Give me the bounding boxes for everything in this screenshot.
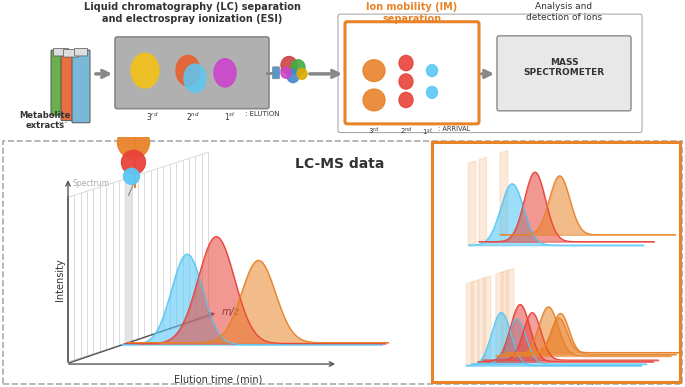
FancyBboxPatch shape xyxy=(497,36,631,111)
Text: 1$^{st}$: 1$^{st}$ xyxy=(224,111,236,123)
Ellipse shape xyxy=(399,92,413,108)
Polygon shape xyxy=(501,270,508,354)
Ellipse shape xyxy=(427,86,438,98)
Circle shape xyxy=(117,127,149,158)
Text: m/z: m/z xyxy=(530,223,545,232)
Ellipse shape xyxy=(184,64,206,92)
FancyBboxPatch shape xyxy=(61,51,81,121)
Text: : ELUTION: : ELUTION xyxy=(245,111,279,117)
FancyBboxPatch shape xyxy=(64,50,79,57)
Circle shape xyxy=(281,57,297,74)
FancyBboxPatch shape xyxy=(53,48,68,56)
Text: Low collision energy
(precursors): Low collision energy (precursors) xyxy=(434,158,453,235)
Text: MASS
SPECTROMETER: MASS SPECTROMETER xyxy=(523,58,605,77)
Text: 1$^{st}$: 1$^{st}$ xyxy=(423,126,434,137)
Ellipse shape xyxy=(363,89,385,111)
Text: ...: ... xyxy=(58,115,68,125)
Text: m/z: m/z xyxy=(530,342,545,351)
Polygon shape xyxy=(478,277,486,362)
Text: LC-MS data: LC-MS data xyxy=(295,158,385,171)
FancyBboxPatch shape xyxy=(72,50,90,123)
Polygon shape xyxy=(469,161,476,245)
Circle shape xyxy=(121,151,145,174)
Text: Metabolite
extracts: Metabolite extracts xyxy=(19,111,71,130)
Text: Spectrum: Spectrum xyxy=(73,179,110,188)
Circle shape xyxy=(281,67,291,78)
Ellipse shape xyxy=(131,53,159,88)
Polygon shape xyxy=(471,280,479,364)
Text: High collision energy
(fragments): High collision energy (fragments) xyxy=(434,276,453,356)
Text: IM frames: IM frames xyxy=(525,146,587,155)
Ellipse shape xyxy=(363,60,385,82)
Text: : ARRIVAL: : ARRIVAL xyxy=(438,126,470,132)
FancyBboxPatch shape xyxy=(75,48,88,56)
Text: Ion mobility (IM)
separation: Ion mobility (IM) separation xyxy=(366,2,458,24)
Text: Analysis and
detection of ions: Analysis and detection of ions xyxy=(526,2,602,22)
FancyBboxPatch shape xyxy=(51,50,71,115)
Text: m/z: m/z xyxy=(222,307,240,317)
FancyBboxPatch shape xyxy=(345,22,479,124)
Ellipse shape xyxy=(176,55,200,86)
Polygon shape xyxy=(479,158,486,242)
Circle shape xyxy=(123,168,140,184)
Text: 3$^{rd}$: 3$^{rd}$ xyxy=(146,111,158,123)
Text: 2$^{nd}$: 2$^{nd}$ xyxy=(186,111,200,123)
Polygon shape xyxy=(125,177,132,344)
Circle shape xyxy=(287,70,299,82)
Text: 3$^{rd}$: 3$^{rd}$ xyxy=(368,126,379,137)
Ellipse shape xyxy=(214,59,236,87)
Text: 2$^{nd}$: 2$^{nd}$ xyxy=(399,126,412,137)
FancyBboxPatch shape xyxy=(273,67,279,79)
Polygon shape xyxy=(496,272,503,356)
FancyBboxPatch shape xyxy=(115,37,269,109)
Text: LC-IM-MS data: LC-IM-MS data xyxy=(566,141,640,150)
Ellipse shape xyxy=(399,74,413,89)
Circle shape xyxy=(291,60,305,75)
Circle shape xyxy=(297,68,307,79)
Text: Liquid chromatography (LC) separation
and electrospray ionization (ESI): Liquid chromatography (LC) separation an… xyxy=(84,2,301,24)
Polygon shape xyxy=(466,281,474,366)
Text: Intensity: Intensity xyxy=(55,258,65,301)
Polygon shape xyxy=(506,268,514,353)
Text: Arrival time (ms): Arrival time (ms) xyxy=(524,377,595,386)
FancyBboxPatch shape xyxy=(432,142,680,382)
Ellipse shape xyxy=(427,65,438,77)
Ellipse shape xyxy=(399,55,413,70)
Polygon shape xyxy=(500,151,508,235)
Text: Elution time (min): Elution time (min) xyxy=(174,374,262,384)
Polygon shape xyxy=(483,276,490,360)
